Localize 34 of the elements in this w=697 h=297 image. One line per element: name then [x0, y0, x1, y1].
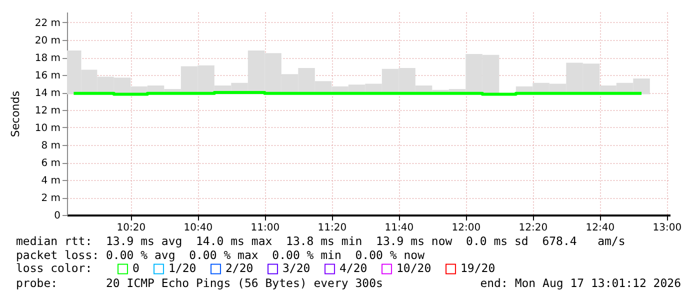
y-tick-label: 16 m — [34, 70, 60, 82]
legend-label: 4/20 — [340, 261, 368, 276]
y-tick-label: 2 m — [41, 193, 60, 204]
legend-label: 10/20 — [396, 261, 432, 276]
x-tick-label: 11:20 — [318, 222, 347, 234]
y-tick-label: 0 — [54, 210, 60, 222]
x-tick-label: 12:00 — [452, 222, 481, 234]
legend-title: loss color: — [16, 261, 92, 275]
y-tick-label: 14 m — [34, 88, 60, 99]
legend-label: 1/20 — [168, 261, 196, 276]
y-tick-label: 6 m — [41, 158, 60, 169]
y-tick-label: 10 m — [34, 123, 60, 134]
y-tick-label: 8 m — [41, 140, 60, 152]
legend-label: 2/20 — [226, 261, 254, 276]
text: median rtt: 13.9 ms avg 14.0 ms max 13.8 ms min 13.9 ms now 0.0 ms sd 678.4 am/s — [16, 234, 626, 248]
x-tick-label: 12:20 — [518, 222, 548, 234]
y-axis-title: Seconds — [8, 90, 22, 138]
y-tick-label: 18 m — [34, 53, 60, 64]
x-tick-label: 11:40 — [384, 222, 414, 234]
x-tick-label: 13:00 — [652, 222, 682, 234]
x-tick-label: 10:20 — [116, 222, 146, 234]
legend-label: 0 — [132, 261, 140, 276]
legend-label: 19/20 — [460, 261, 496, 276]
x-tick-label: 12:40 — [586, 222, 615, 234]
y-tick-label: 4 m — [41, 176, 60, 186]
y-tick-label: 20 m — [34, 36, 60, 46]
text: probe: 20 ICMP Echo Pings (56 Bytes) every 300s — [16, 276, 383, 290]
text: packet loss: 0.00 % avg 0.00 % max 0.00 % min 0.00 % now — [16, 248, 424, 262]
text: end: Mon Aug 17 13:01:12 2026 — [480, 276, 681, 290]
x-tick-label: 10:40 — [184, 222, 213, 234]
y-tick-label: 12 m — [34, 106, 60, 116]
y-tick-label: 22 m — [34, 18, 60, 29]
x-tick-label: 11:00 — [250, 222, 280, 234]
legend-label: 3/20 — [282, 261, 310, 276]
